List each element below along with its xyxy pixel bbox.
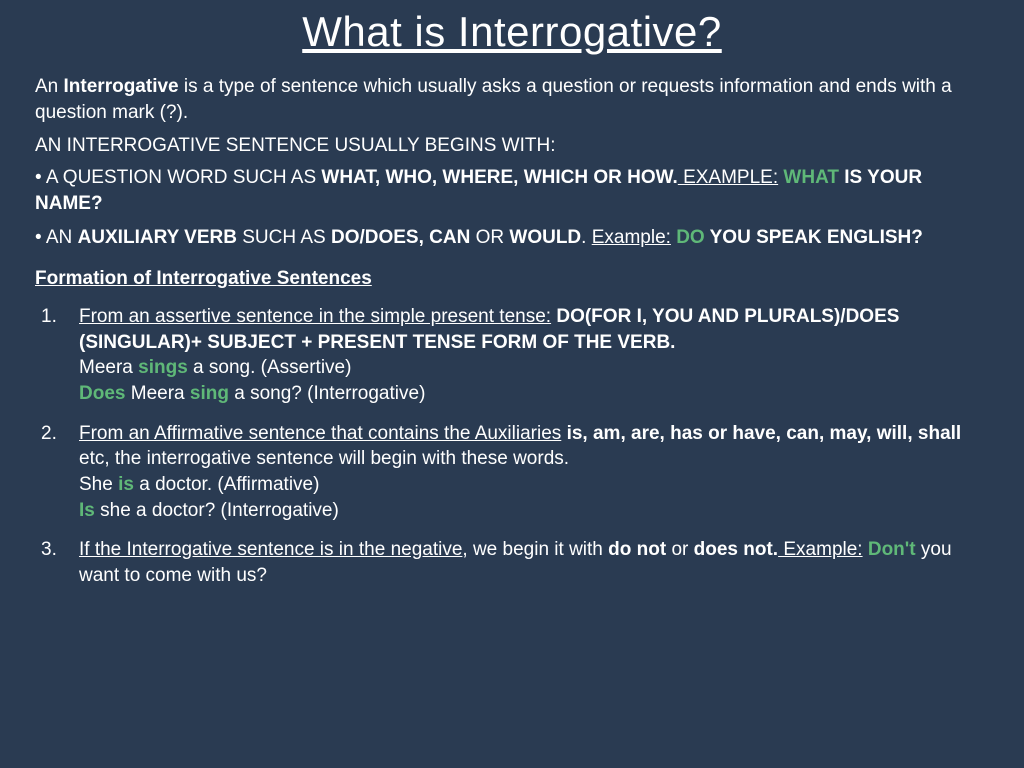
example-accent: is <box>118 474 134 495</box>
bullet-1: • a question word such as what, who, whe… <box>35 165 989 216</box>
example-text: a song. (Assertive) <box>188 357 352 378</box>
example-text: a song? (Interrogative) <box>229 383 425 404</box>
bullet-2: • an auxiliary verb such as do/does, can… <box>35 225 989 251</box>
do-not: do not <box>608 539 666 560</box>
example-accent: Do <box>671 227 705 248</box>
auxiliary-verb: auxiliary verb <box>78 227 237 248</box>
text: An interrogative sentence usually begins… <box>35 135 555 156</box>
text: such as <box>237 227 331 248</box>
example-text: she a doctor? (Interrogative) <box>95 500 339 521</box>
text: • an <box>35 227 78 248</box>
example-text: She <box>79 474 118 495</box>
text: or <box>470 227 509 248</box>
rule-text: From an assertive sentence in the simple… <box>79 306 551 327</box>
rule-text: From an Affirmative sentence that contai… <box>79 423 561 444</box>
page-title: What is Interrogative? <box>35 8 989 56</box>
text: . <box>581 227 592 248</box>
formation-item-2: From an Affirmative sentence that contai… <box>35 421 989 524</box>
example-text: a doctor. (Affirmative) <box>134 474 320 495</box>
example-accent: Don't <box>863 539 916 560</box>
aux-list: do/does, can <box>331 227 470 248</box>
example-text: you speak English? <box>705 227 923 248</box>
text: • a question word such as <box>35 167 321 188</box>
example-label: Example: <box>778 539 862 560</box>
formation-heading: Formation of Interrogative Sentences <box>35 268 989 290</box>
example-label: Example: <box>678 167 778 188</box>
rule-text: etc, the interrogative sentence will beg… <box>79 448 569 469</box>
term-interrogative: Interrogative <box>64 76 179 97</box>
rule-text: , we begin it with <box>462 539 608 560</box>
rule-text: If the Interrogative sentence is in the … <box>79 539 462 560</box>
aux-list: is, am, are, has or have, can, may, will… <box>561 423 961 444</box>
text: or <box>666 539 693 560</box>
formation-item-3: If the Interrogative sentence is in the … <box>35 537 989 588</box>
example-accent: Does <box>79 383 125 404</box>
example-accent: sings <box>138 357 188 378</box>
text: An <box>35 76 64 97</box>
intro-paragraph-1: An Interrogative is a type of sentence w… <box>35 74 989 125</box>
example-accent: sing <box>190 383 229 404</box>
example-accent: What <box>778 167 839 188</box>
example-label: Example: <box>592 227 671 248</box>
question-words: what, who, where, which or how. <box>321 167 677 188</box>
does-not: does not. <box>694 539 778 560</box>
formation-list: From an assertive sentence in the simple… <box>35 304 989 588</box>
example-text: Meera <box>79 357 138 378</box>
intro-paragraph-2: An interrogative sentence usually begins… <box>35 135 989 157</box>
aux-would: would <box>509 227 581 248</box>
formation-item-1: From an assertive sentence in the simple… <box>35 304 989 407</box>
example-accent: Is <box>79 500 95 521</box>
example-text: Meera <box>125 383 189 404</box>
